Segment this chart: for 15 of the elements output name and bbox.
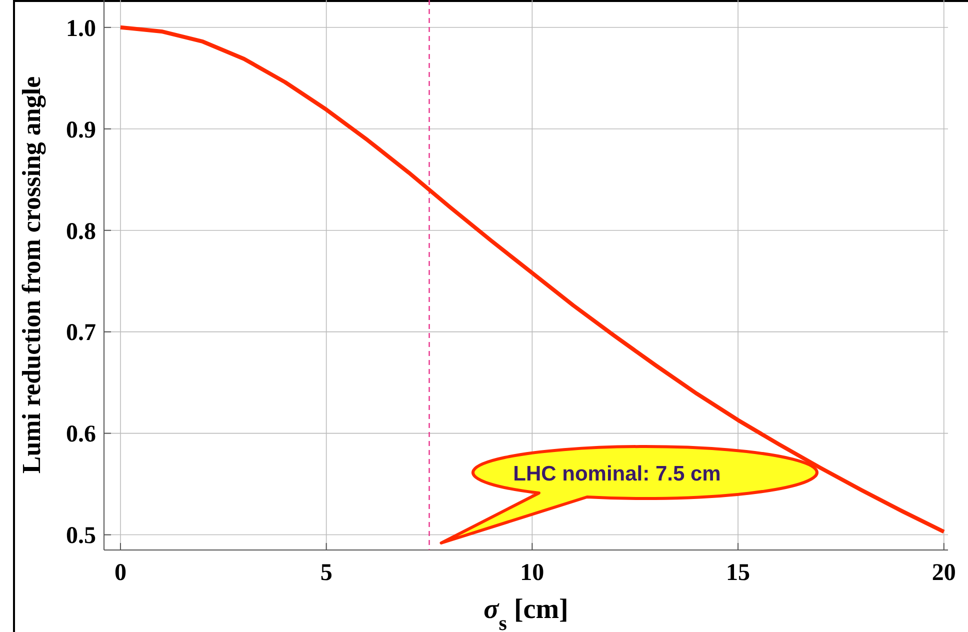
x-tick-label: 5 [320,560,332,586]
y-tick-label: 0.9 [66,117,96,144]
y-tick-label: 0.7 [66,320,96,346]
y-tick-label: 0.8 [66,218,96,245]
x-tick-label: 0 [114,560,126,586]
y-tick-label: 0.6 [66,422,96,448]
annotation: LHC nominal: 7.5 cm [513,462,721,486]
line-series [118,25,946,534]
y-tick-label: 0.5 [66,523,96,550]
x-tick-label: 20 [932,560,956,586]
x-axis-title: σ$_{s}$ [cm] [484,594,568,632]
x-tick-label: 15 [726,560,750,586]
y-tick-label: 1.0 [66,16,96,42]
y-axis-title: Lumi reduction from crossing angle [17,76,46,474]
x-tick-label: 10 [520,560,544,586]
